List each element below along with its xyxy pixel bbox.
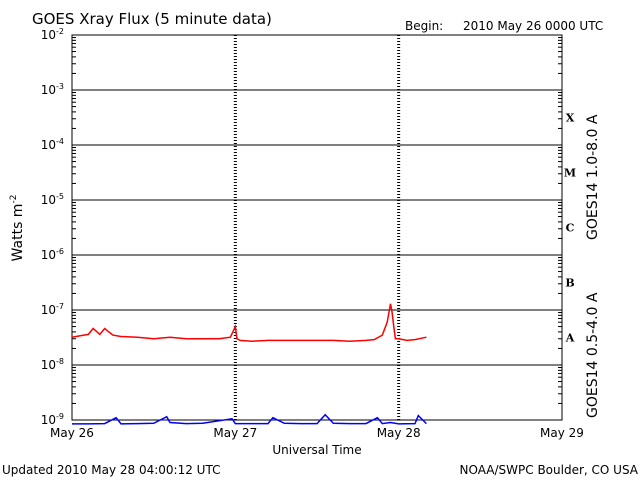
legend-series-short: GOES14 0.5-4.0 A (585, 292, 601, 418)
x-tick-label: May 29 (540, 426, 584, 440)
flare-class-label: X (566, 112, 575, 125)
plot-frame (71, 34, 563, 421)
y-tick-label: 10-9 (41, 412, 64, 427)
flare-class-label: C (566, 222, 575, 235)
legend-series-long: GOES14 1.0-8.0 A (585, 114, 601, 240)
x-tick-labels: May 26 May 27 May 28 May 29 (50, 426, 584, 440)
series-line-2 (72, 413, 427, 425)
series-line-1 (71, 303, 427, 343)
y-axis-label-exponent: -2 (9, 195, 19, 204)
y-axis-label: Watts m-2 (9, 195, 26, 262)
series-layer (71, 303, 427, 425)
x-tick-label: May 28 (377, 426, 421, 440)
flare-class-label: M (564, 167, 576, 180)
y-gridlines (72, 34, 562, 421)
x-axis-label: Universal Time (272, 443, 361, 457)
y-tick-label: 10-5 (41, 192, 64, 207)
y-tick-label: 10-4 (41, 137, 64, 152)
x-tick-label: May 26 (50, 426, 94, 440)
credit-text: NOAA/SWPC Boulder, CO USA (460, 463, 639, 477)
svg-text:Watts m-2: Watts m-2 (9, 195, 26, 262)
flare-class-labels: X M C B A (564, 112, 576, 345)
y-tick-label: 10-7 (41, 302, 64, 317)
y-tick-label: 10-3 (41, 82, 64, 97)
y-axis-label-text: Watts m (10, 204, 26, 262)
begin-value: 2010 May 26 0000 UTC (463, 19, 603, 33)
x-tick-label: May 27 (213, 426, 257, 440)
flare-class-label: B (565, 277, 574, 290)
y-tick-label: 10-8 (41, 357, 64, 372)
y-tick-label: 10-6 (41, 247, 64, 262)
updated-timestamp: Updated 2010 May 28 04:00:12 UTC (2, 463, 220, 477)
y-tick-label: 10-2 (41, 27, 64, 42)
day-separator-lines (233, 35, 401, 420)
chart-title: GOES Xray Flux (5 minute data) (32, 10, 272, 28)
y-tick-labels: 10-2 10-3 10-4 10-5 10-6 10-7 10-8 10-9 (41, 27, 64, 427)
flare-class-label: A (565, 332, 575, 345)
begin-label: Begin: (405, 19, 443, 33)
